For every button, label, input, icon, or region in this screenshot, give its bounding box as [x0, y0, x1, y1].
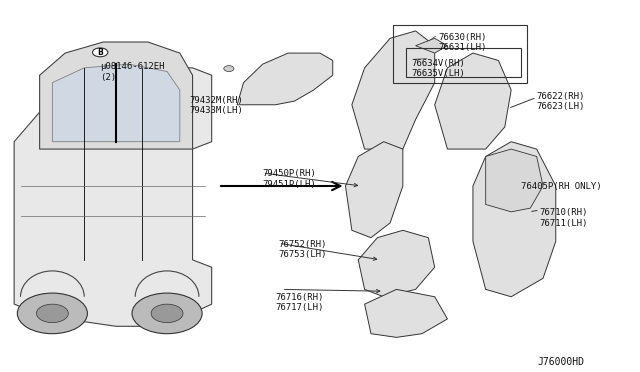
Polygon shape: [365, 289, 447, 337]
Polygon shape: [14, 68, 212, 326]
Circle shape: [224, 65, 234, 71]
Polygon shape: [40, 42, 193, 149]
Bar: [394, 25, 527, 83]
Text: 79432M(RH)
79433M(LH): 79432M(RH) 79433M(LH): [189, 96, 243, 115]
Text: 76630(RH)
76631(LH): 76630(RH) 76631(LH): [438, 33, 486, 52]
Polygon shape: [415, 38, 447, 53]
Polygon shape: [486, 149, 543, 212]
Polygon shape: [358, 230, 435, 297]
Circle shape: [93, 48, 108, 57]
Text: 76710(RH)
76711(LH): 76710(RH) 76711(LH): [540, 208, 588, 228]
Circle shape: [17, 293, 88, 334]
Polygon shape: [52, 64, 180, 142]
Text: J76000HD: J76000HD: [538, 357, 584, 366]
Polygon shape: [346, 142, 403, 238]
Polygon shape: [473, 142, 556, 297]
Text: 76634V(RH)
76635V(LH): 76634V(RH) 76635V(LH): [411, 59, 465, 78]
Bar: [406, 48, 521, 77]
Text: 76622(RH)
76623(LH): 76622(RH) 76623(LH): [537, 92, 585, 111]
Circle shape: [36, 304, 68, 323]
Polygon shape: [237, 53, 333, 105]
Text: 76405P(RH ONLY): 76405P(RH ONLY): [521, 182, 602, 191]
Text: 76752(RH)
76753(LH): 76752(RH) 76753(LH): [278, 240, 327, 259]
Text: 76716(RH)
76717(LH): 76716(RH) 76717(LH): [275, 293, 324, 312]
Text: B: B: [97, 48, 103, 57]
Text: µ08146-612EH
(2): µ08146-612EH (2): [100, 62, 164, 82]
Text: 79450P(RH)
79451P(LH): 79450P(RH) 79451P(LH): [262, 169, 316, 189]
Circle shape: [151, 304, 183, 323]
Polygon shape: [435, 53, 511, 149]
Circle shape: [132, 293, 202, 334]
Polygon shape: [352, 31, 435, 149]
